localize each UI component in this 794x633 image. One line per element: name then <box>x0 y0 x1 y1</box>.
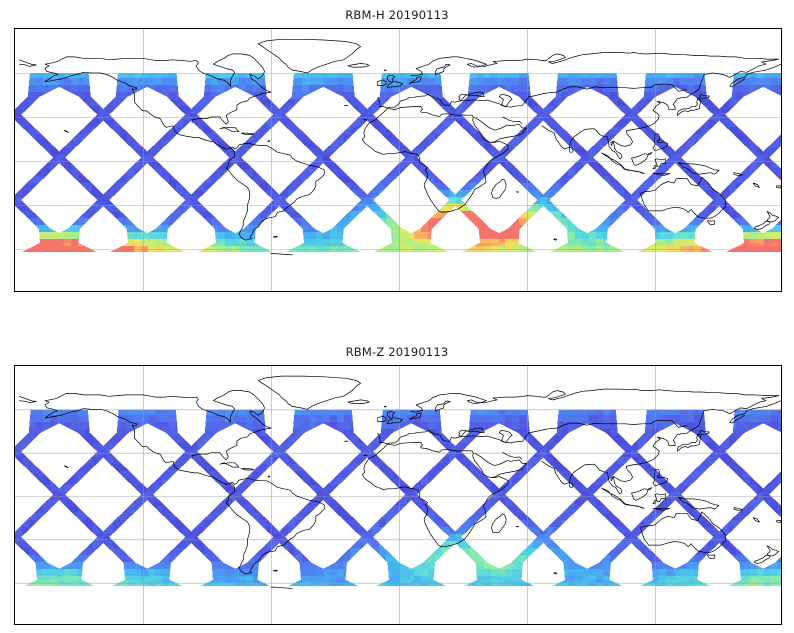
data-layer-rbm-h <box>15 29 781 291</box>
panel-title-rbm-z: RBM-Z 20190113 <box>345 345 449 359</box>
panel-title-rbm-h: RBM-H 20190113 <box>345 8 449 22</box>
data-layer-rbm-z <box>15 366 781 624</box>
map-axes-rbm-z <box>14 365 782 625</box>
map-axes-rbm-h <box>14 28 782 292</box>
